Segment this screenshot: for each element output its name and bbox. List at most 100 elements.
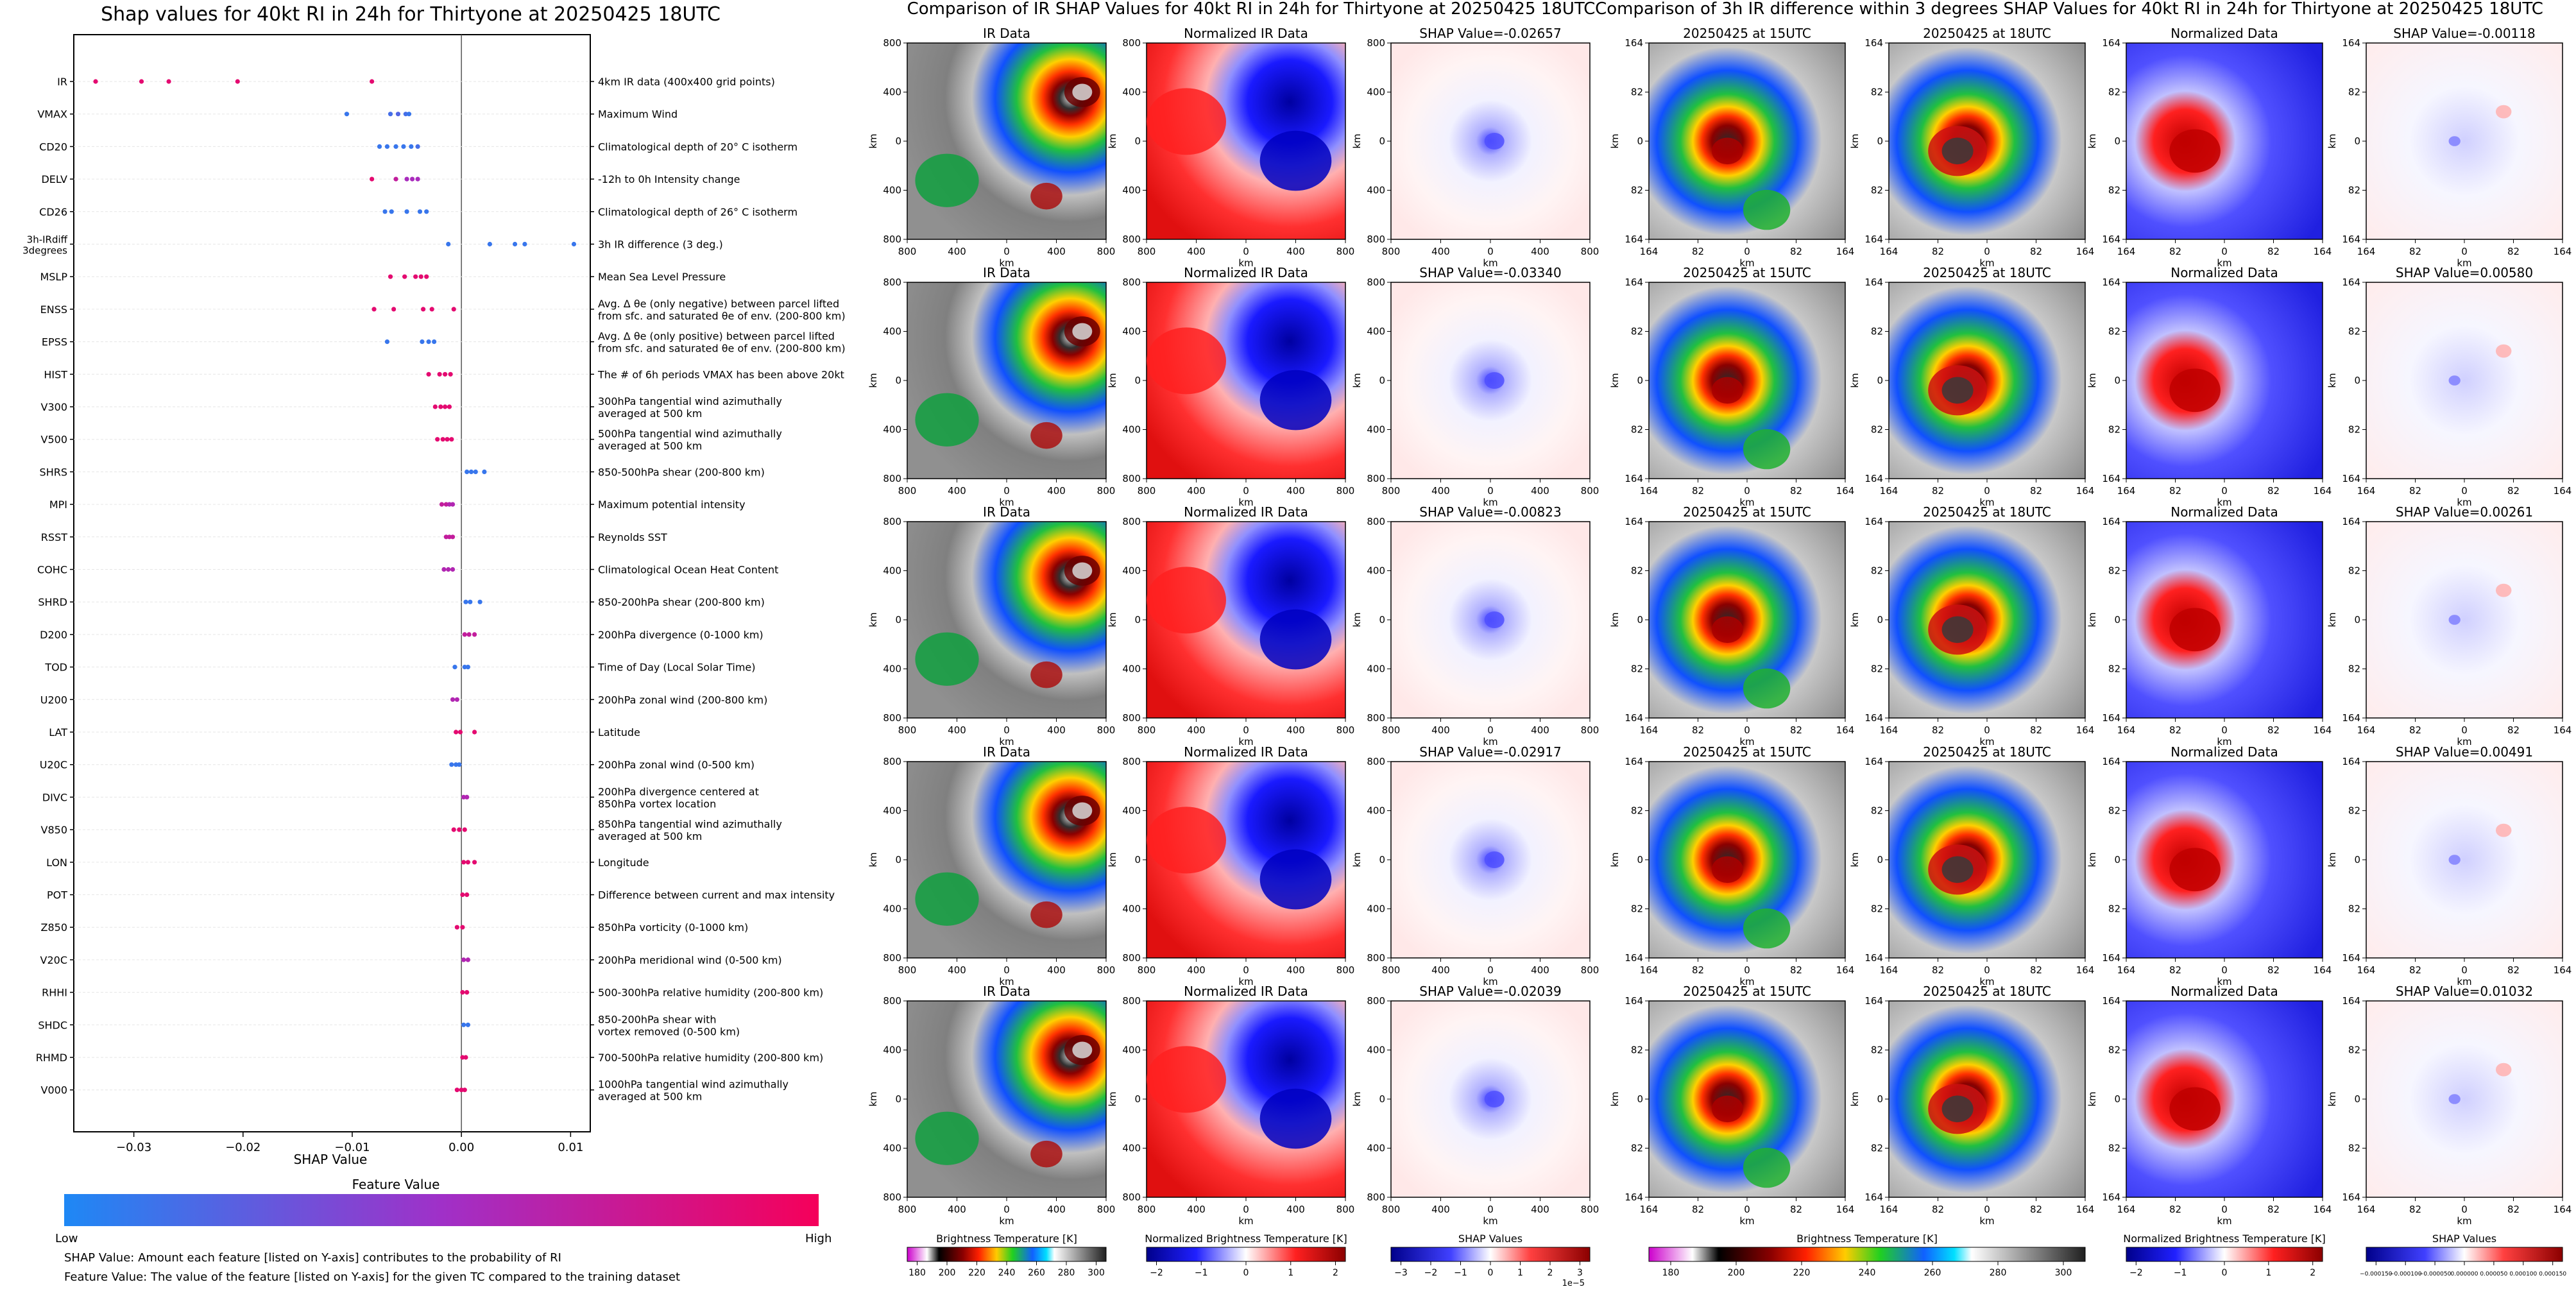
x-axis-label: km <box>1483 736 1497 747</box>
y-tick-label: 800 <box>1367 277 1385 288</box>
feature-code-label: V000 <box>41 1084 67 1097</box>
feature-description: 200hPa divergence centered at <box>598 785 759 798</box>
storm-feature <box>1743 189 1791 230</box>
x-axis-label: km <box>1483 976 1497 987</box>
image-panel: 20250425 at 18UTC1641648282008282164164k… <box>1849 984 2094 1227</box>
shap-point <box>235 79 240 84</box>
feature-description: 500hPa tangential wind azimuthally <box>598 428 782 440</box>
y-tick-label: 82 <box>1631 663 1643 675</box>
feature-description: 500-300hPa relative humidity (200-800 km… <box>598 987 823 999</box>
y-tick-label: 800 <box>883 952 901 964</box>
x-tick-label: 0 <box>1744 964 1750 976</box>
y-tick-label: 400 <box>1122 326 1141 337</box>
y-tick-label: 400 <box>1122 185 1141 196</box>
y-tick-label: 800 <box>883 995 901 1007</box>
colorbar-tick-label: −0.000100 <box>2389 1271 2422 1277</box>
y-tick-label: 82 <box>1631 565 1643 577</box>
shap-point <box>403 112 408 117</box>
colorbar-ramp <box>1146 1247 1346 1262</box>
y-axis-label: km <box>2086 133 2098 148</box>
storm-feature <box>1941 377 1974 404</box>
image-panel: SHAP Value=0.004911641648282008282164164… <box>2326 744 2572 987</box>
colorbar-tick-label: 300 <box>2055 1268 2072 1278</box>
storm-feature <box>1484 1090 1505 1108</box>
shap-point <box>452 665 457 670</box>
x-tick-label: 164 <box>2117 724 2136 736</box>
x-tick-label: 0 <box>1487 485 1494 497</box>
shap-point <box>465 794 470 799</box>
shap-x-ticks: −0.03 −0.02 −0.01 0.00 0.01 <box>70 81 594 1154</box>
x-tick-label: 0 <box>2221 1204 2228 1215</box>
x-tick-label: 400 <box>948 724 966 736</box>
y-tick-label: 800 <box>883 1191 901 1203</box>
feature-description: 300hPa tangential wind azimuthally <box>598 395 782 407</box>
y-axis-label: km <box>1849 852 1861 867</box>
x-tick-label: 0 <box>1487 964 1494 976</box>
feature-description: Time of Day (Local Solar Time) <box>597 662 755 674</box>
y-tick-label: 800 <box>1122 712 1141 724</box>
y-tick-label: 0 <box>1379 375 1385 386</box>
y-tick-label: 82 <box>1871 1143 1883 1154</box>
y-tick-label: 0 <box>1637 375 1643 386</box>
y-tick-label: 164 <box>1864 277 1883 288</box>
colorbar-label: SHAP Values <box>1458 1233 1523 1245</box>
x-tick-label: 82 <box>1790 485 1802 497</box>
image-panel: Normalized Data1641648282008282164164kmk… <box>2086 984 2332 1227</box>
storm-feature <box>1147 807 1226 874</box>
storm-feature <box>1743 429 1791 470</box>
x-axis-label: km <box>2457 257 2471 269</box>
y-axis-label: km <box>1849 133 1861 148</box>
storm-feature <box>2169 368 2221 413</box>
y-tick-label: 800 <box>1367 1191 1385 1203</box>
y-tick-label: 0 <box>1379 135 1385 147</box>
feature-code-label: V850 <box>41 824 67 836</box>
feature-code-part: 3h-IRdiff <box>27 234 68 246</box>
shap-point <box>465 957 470 962</box>
x-tick-label: 0 <box>1744 485 1750 497</box>
y-tick-label: 800 <box>1122 37 1141 49</box>
y-axis-label: km <box>1609 373 1621 388</box>
y-tick-label: 0 <box>1134 375 1141 386</box>
x-tick-label: 0 <box>1487 246 1494 257</box>
x-tick-label: 164 <box>2314 964 2332 976</box>
y-tick-label: 82 <box>2108 424 2120 436</box>
storm-feature <box>2495 1063 2512 1077</box>
shap-point <box>404 176 409 182</box>
shap-point <box>461 957 466 962</box>
x-axis-label: km <box>1979 1215 1994 1227</box>
panel-title: IR Data <box>983 984 1030 999</box>
feature-code-label: 3h-IRdiff 3degrees <box>22 234 68 257</box>
image-panel: SHAP Value=-0.00118164164828200828216416… <box>2326 26 2572 269</box>
x-tick-label: −0.01 <box>334 1141 370 1154</box>
x-tick-label: 164 <box>1836 964 1855 976</box>
shap-point <box>463 1055 468 1060</box>
feature-description: The # of 6h periods VMAX has been above … <box>597 368 844 380</box>
colorbar-tick-label: 180 <box>1662 1268 1680 1278</box>
y-tick-label: 164 <box>1864 234 1883 245</box>
shap-point <box>93 79 98 84</box>
feature-description: 200hPa meridional wind (0-500 km) <box>598 954 782 966</box>
shap-point <box>409 144 414 149</box>
x-tick-label: 800 <box>1138 964 1156 976</box>
y-tick-label: 400 <box>1122 1045 1141 1056</box>
y-axis-label: km <box>1107 373 1118 388</box>
feature-description: Climatological depth of 20° C isotherm <box>598 141 798 153</box>
image-panel: Normalized Data1641648282008282164164kmk… <box>2086 504 2332 747</box>
x-tick-label: 164 <box>2076 964 2095 976</box>
y-axis-label: km <box>2086 373 2098 388</box>
storm-feature <box>2169 129 2221 173</box>
panel-image <box>907 1000 1107 1198</box>
feature-code-label: IR <box>57 76 67 88</box>
storm-feature <box>1711 616 1743 644</box>
shap-point <box>468 599 473 604</box>
storm-feature <box>2495 823 2512 837</box>
x-tick-label: 800 <box>1382 246 1401 257</box>
storm-feature <box>1743 1147 1791 1188</box>
storm-feature <box>2495 583 2512 597</box>
x-tick-label: 800 <box>1097 964 1116 976</box>
y-tick-label: 164 <box>2102 277 2120 288</box>
feature-code-label: LON <box>46 857 67 869</box>
y-axis-label: km <box>867 852 879 867</box>
feature-code-label: POT <box>47 889 67 901</box>
shap-point <box>409 176 415 182</box>
